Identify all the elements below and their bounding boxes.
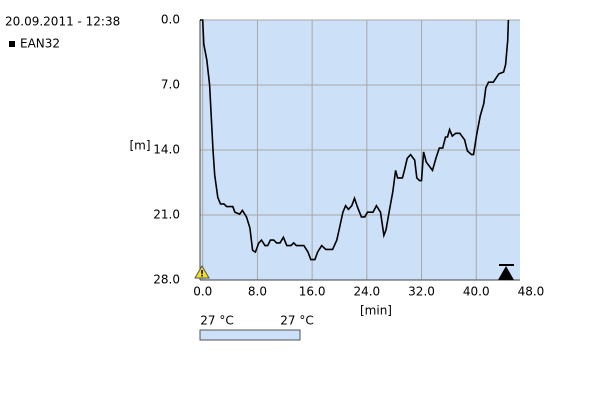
y-tick-label: 7.0 (161, 78, 180, 92)
legend-label: EAN32 (20, 37, 60, 51)
y-tick-label: 0.0 (161, 13, 180, 27)
temp-min-label: 27 °C (200, 314, 233, 328)
end-marker (498, 266, 514, 280)
y-tick-label: 14.0 (153, 143, 180, 157)
legend-marker (9, 41, 15, 47)
x-tick-label: 0.0 (193, 285, 212, 299)
x-tick-label: 24.0 (353, 285, 380, 299)
x-tick-label: 48.0 (518, 285, 545, 299)
y-tick-label: 28.0 (153, 273, 180, 287)
x-tick-label: 40.0 (463, 285, 490, 299)
x-tick-label: 8.0 (248, 285, 267, 299)
y-axis-label: [m] (129, 139, 150, 153)
timestamp: 20.09.2011 - 12:38 (5, 15, 120, 29)
x-tick-label: 32.0 (408, 285, 435, 299)
temp-bar (199, 329, 301, 341)
x-axis-label: [min] (360, 304, 392, 318)
y-tick-label: 21.0 (153, 208, 180, 222)
warning-mark: ! (200, 270, 204, 280)
temp-max-label: 27 °C (280, 314, 313, 328)
data-line (200, 19, 510, 261)
warning-icon (194, 265, 210, 279)
x-tick-label: 16.0 (299, 285, 326, 299)
